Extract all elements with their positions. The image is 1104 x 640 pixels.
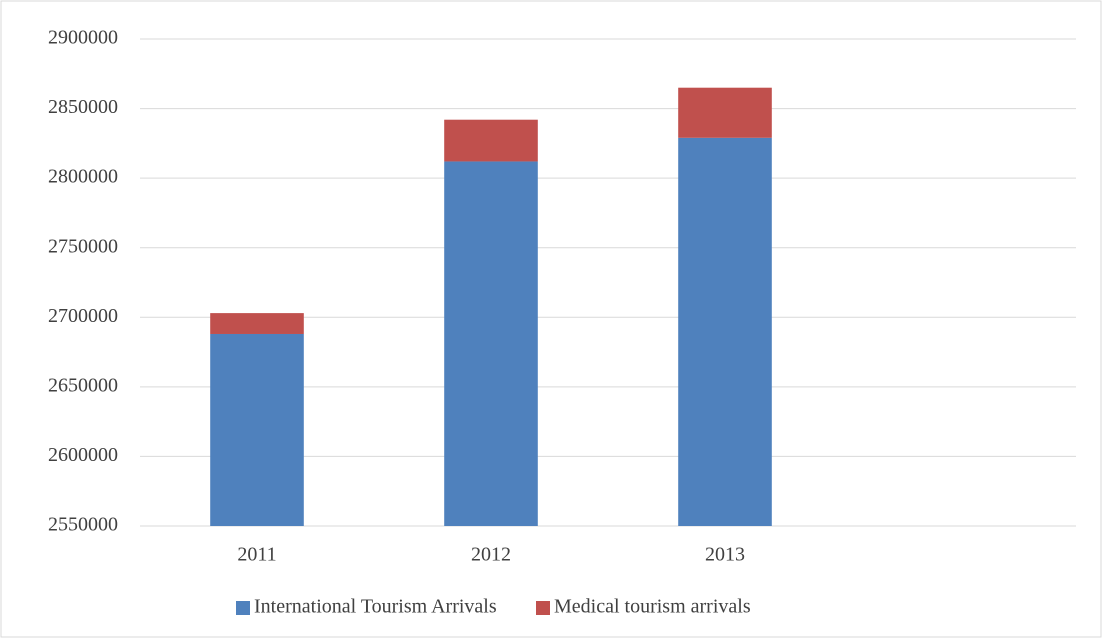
y-tick-label: 2750000 (48, 235, 118, 257)
y-tick-label: 2900000 (48, 27, 118, 49)
x-tick-label: 2013 (705, 544, 745, 566)
x-tick-label: 2011 (237, 544, 276, 566)
y-tick-label: 2800000 (48, 166, 118, 188)
y-tick-label: 2550000 (48, 514, 118, 536)
bar-segment (210, 313, 304, 334)
bar-segment (210, 333, 304, 526)
bar-segment (678, 87, 772, 138)
legend-label: Medical tourism arrivals (554, 596, 751, 618)
y-tick-label: 2700000 (48, 305, 118, 327)
bar-segment (678, 137, 772, 526)
bar-segment (444, 161, 538, 526)
legend-swatch (536, 601, 550, 615)
y-tick-label: 2650000 (48, 374, 118, 396)
bar-segment (444, 119, 538, 162)
x-tick-label: 2012 (471, 544, 511, 566)
y-tick-label: 2600000 (48, 444, 118, 466)
legend-swatch (236, 601, 250, 615)
legend-label: International Tourism Arrivals (254, 596, 497, 618)
y-tick-label: 2850000 (48, 96, 118, 118)
